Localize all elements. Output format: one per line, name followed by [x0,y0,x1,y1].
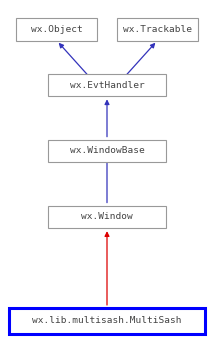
FancyBboxPatch shape [9,308,205,334]
Text: wx.WindowBase: wx.WindowBase [70,146,144,155]
Text: wx.Trackable: wx.Trackable [123,25,192,34]
FancyBboxPatch shape [117,18,198,41]
FancyBboxPatch shape [48,140,166,162]
Text: wx.Window: wx.Window [81,212,133,221]
Text: wx.EvtHandler: wx.EvtHandler [70,81,144,90]
FancyBboxPatch shape [48,205,166,228]
Text: wx.Object: wx.Object [31,25,83,34]
FancyBboxPatch shape [16,18,97,41]
Text: wx.lib.multisash.MultiSash: wx.lib.multisash.MultiSash [32,316,182,325]
FancyBboxPatch shape [48,74,166,96]
